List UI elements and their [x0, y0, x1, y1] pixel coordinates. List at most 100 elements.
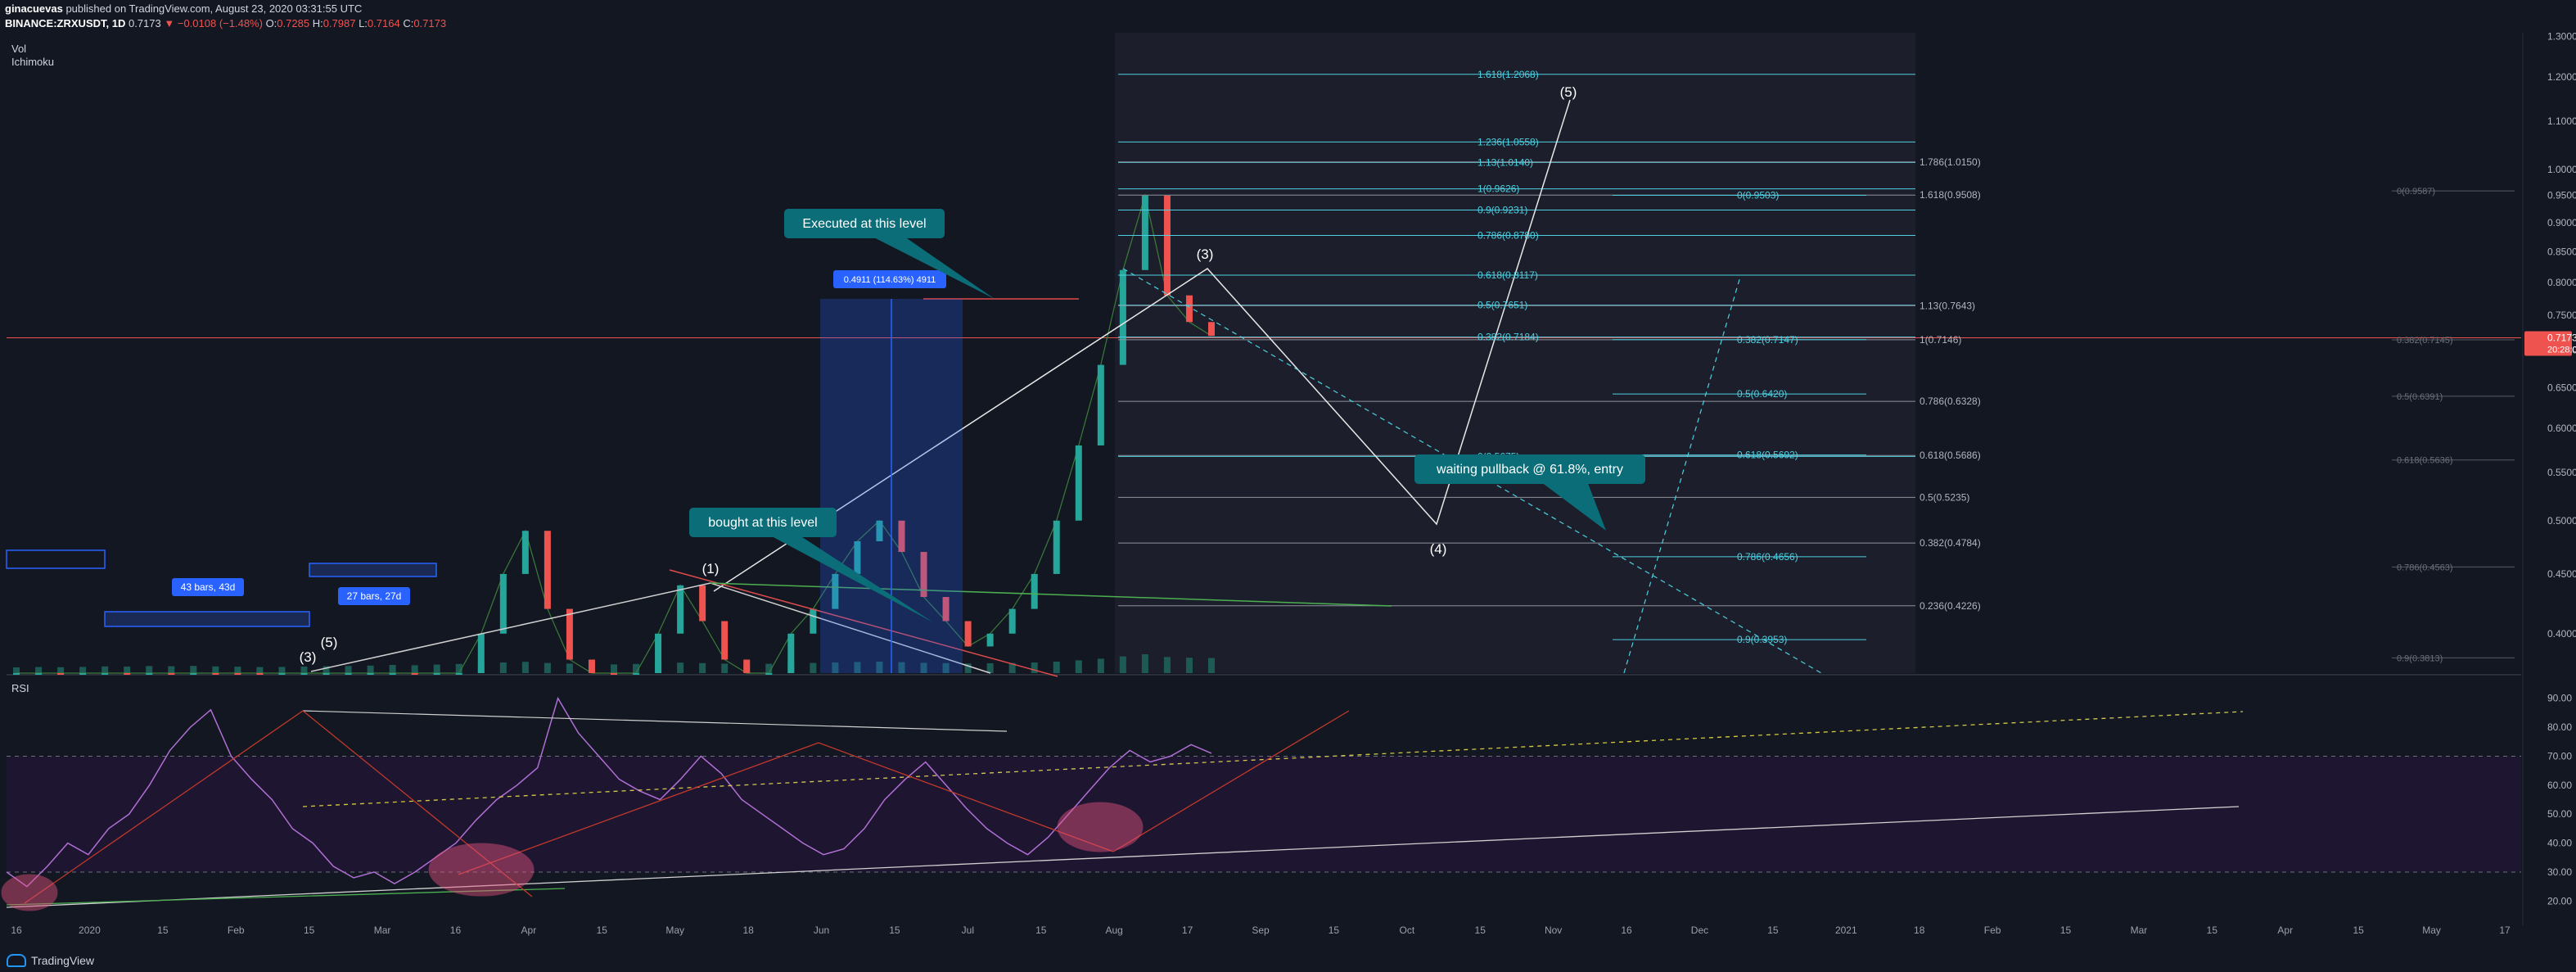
volume-bar	[300, 667, 308, 673]
rsi-highlight-ellipse	[1057, 802, 1144, 852]
volume-bar	[1185, 658, 1193, 673]
callout-text: bought at this level	[708, 516, 817, 530]
fib-level-label: 1(0.9626)	[1477, 183, 1519, 195]
price-tick-label: 0.8000	[2547, 277, 2576, 288]
price-candle	[986, 633, 994, 647]
price-candle	[234, 673, 241, 675]
resistance-line	[669, 569, 1058, 677]
volume-bar	[699, 662, 706, 673]
volume-bar	[1208, 658, 1215, 673]
price-candle	[345, 673, 352, 675]
volume-bar	[499, 662, 507, 673]
volume-bar	[433, 664, 440, 673]
volume-bar	[168, 666, 175, 673]
x-tick-label: 15	[2207, 925, 2218, 936]
volume-bar	[1008, 662, 1016, 673]
price-candle	[810, 608, 817, 634]
elliott-wave-line	[713, 99, 1571, 592]
volume-bar	[721, 663, 729, 673]
volume-bar	[832, 662, 839, 673]
x-tick-label: Sep	[1252, 925, 1270, 936]
wave-label: (4)	[1430, 541, 1447, 557]
price-candle	[743, 659, 751, 673]
volume-bar	[566, 663, 573, 673]
fib-level-label: 1.236(1.0558)	[1477, 136, 1539, 147]
publisher-name[interactable]: ginacuevas	[5, 2, 63, 15]
volume-bar	[411, 665, 418, 673]
x-tick-label: May	[665, 925, 684, 936]
volume-bar	[278, 667, 286, 673]
price-candle	[898, 520, 905, 553]
price-candle	[1163, 195, 1171, 296]
rsi-tick-label: 40.00	[2547, 838, 2572, 849]
down-arrow-icon: ▼	[164, 17, 175, 29]
callout-bubble	[784, 209, 945, 238]
open-label: O:	[265, 17, 277, 29]
volume-bar	[1053, 662, 1060, 673]
volume-bar	[1075, 660, 1082, 673]
price-candle	[168, 673, 175, 675]
x-tick-label: 15	[1035, 925, 1047, 936]
x-tick-label: 15	[157, 925, 169, 936]
price-candle	[455, 673, 462, 675]
price-candle	[765, 673, 773, 675]
price-tick-label: 0.5000	[2547, 515, 2576, 527]
fib-retrace-label: 1.786(1.0150)	[1920, 156, 1981, 168]
symbol-name[interactable]: BINANCE:ZRXUSDT, 1D	[5, 17, 126, 29]
x-tick-label: 15	[889, 925, 900, 936]
volume-bar	[35, 667, 43, 673]
price-candle	[35, 673, 43, 675]
rsi-red-line-2	[302, 710, 533, 897]
volume-bar	[633, 663, 640, 673]
price-candle	[964, 621, 972, 647]
x-tick-label: 15	[1475, 925, 1487, 936]
fib-retrace-label: 0.382(0.4784)	[1920, 537, 1981, 549]
x-tick-label: 16	[1621, 925, 1632, 936]
volume-bar	[810, 662, 817, 673]
volume-bar	[367, 665, 374, 673]
price-candle	[389, 673, 396, 675]
x-tick-label: Oct	[1399, 925, 1414, 936]
callout-pointer	[1541, 482, 1606, 531]
volume-bar	[323, 666, 330, 673]
tradingview-logo[interactable]: TradingView	[7, 954, 94, 967]
wave-label: (3)	[300, 649, 317, 665]
price-candle	[1141, 195, 1148, 270]
x-tick-label: 17	[1182, 925, 1193, 936]
fib-ext-label: 0(0.9503)	[1737, 190, 1779, 201]
volume-bar	[920, 662, 927, 673]
rsi-red-line-5	[1112, 710, 1350, 852]
fib-far-label: 0.618(0.5636)	[2397, 456, 2453, 466]
fib-retrace-label: 0.236(0.4226)	[1920, 600, 1981, 612]
ichimoku-indicator-label[interactable]: Ichimoku	[11, 56, 55, 68]
price-candle	[256, 673, 264, 675]
volume-bar	[1163, 657, 1171, 673]
rsi-indicator-label[interactable]: RSI	[11, 682, 29, 694]
bars-label-2: 27 bars, 27d	[347, 590, 402, 602]
price-candle	[876, 520, 883, 542]
volume-bar	[345, 666, 352, 673]
rsi-tick-label: 20.00	[2547, 895, 2572, 906]
rsi-tick-label: 30.00	[2547, 866, 2572, 878]
fib-level-label: 0.9(0.9231)	[1477, 205, 1527, 216]
fib-level-label: 1.618(1.2068)	[1477, 69, 1539, 80]
price-candle	[1097, 364, 1104, 445]
volume-bar	[898, 662, 905, 673]
x-tick-label: 18	[1914, 925, 1925, 936]
last-price-value: 0.7173	[128, 17, 161, 29]
last-price-tag-text: 0.7173	[2547, 332, 2576, 344]
vol-indicator-label[interactable]: Vol	[11, 43, 27, 55]
x-tick-label: 15	[597, 925, 608, 936]
high-value: 0.7987	[323, 17, 356, 29]
price-candle	[699, 585, 706, 622]
bars-label-bg-1	[172, 578, 244, 596]
callout-bubble	[1414, 454, 1645, 484]
price-tick-label: 0.9000	[2547, 217, 2576, 228]
fib-level-label: 0.5(0.7651)	[1477, 300, 1527, 311]
price-candle	[212, 673, 219, 675]
volume-bar	[1031, 662, 1038, 673]
price-tick-label: 1.0000	[2547, 164, 2576, 175]
bars-label-bg-2	[338, 587, 410, 605]
fib-level-label: 0.786(0.8780)	[1477, 229, 1539, 241]
